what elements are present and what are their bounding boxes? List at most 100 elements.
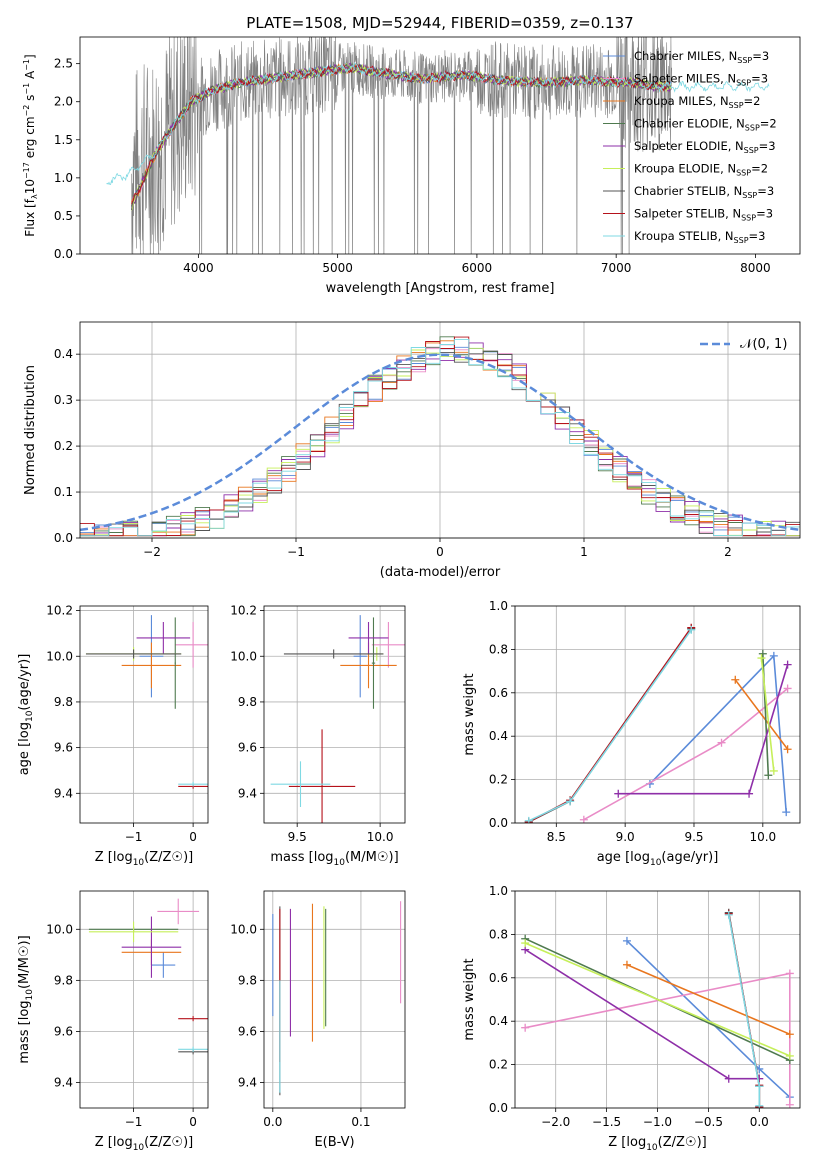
y-tick-label: 0.3 [54,393,73,407]
legend-subscript: SSP [741,214,756,223]
label-superscript: −2 [22,105,31,117]
weight-line [528,629,692,822]
label-tail: (Z/Z☉)] [144,1135,193,1150]
legend-subscript: SSP [737,56,752,65]
weight-marker [687,625,696,634]
legend-subscript: SSP [744,146,759,155]
plot-area [88,898,208,1055]
label-subscript: λ [30,194,39,199]
weight-line [524,942,791,1057]
panel-residuals: −2 −1 0 1 2 0.0 0.1 0.2 0.3 0.4 𝒩(0, 1) (data-model… [23,321,801,580]
y-tick-label: 9.4 [238,1075,257,1089]
label-subscript: 10 [646,1143,658,1153]
label-tail: (Z/Z☉)] [658,1135,707,1150]
x-tick-label: 8.5 [547,830,566,844]
legend-label: Chabrier STELIB, NSSP=3 [634,184,774,200]
weight-marker [579,815,588,823]
x-tick-label: 0.0 [750,1115,769,1129]
y-tick-label: 10.2 [230,604,257,618]
weight-line [760,658,775,771]
y-tick-label: 0.2 [489,773,508,787]
y-tick-label: 9.6 [54,1024,73,1038]
label-subscript: 10 [25,989,35,1001]
x-tick-label: 2 [724,545,732,559]
x-axis-label: (data-model)/error [380,565,501,580]
label-superscript: −1 [22,59,31,71]
plot-area [524,623,792,823]
x-tick-label: 8000 [740,261,771,275]
panel-mass-vs-EBV: 0.0 0.1 9.4 9.6 9.8 10.0 E(B-V) [230,890,406,1150]
weight-marker [717,738,726,747]
y-tick-label: 10.0 [46,922,73,936]
axes-frame [79,605,209,824]
weight-marker [785,1030,794,1039]
x-axis-label: E(B-V) [314,1135,354,1150]
weight-marker [731,675,740,684]
label-subscript: 10 [25,710,35,722]
legend-tail: =3 [757,184,774,198]
weight-marker [724,910,733,919]
label-tail: (age/yr)] [661,850,718,865]
y-tick-label: 9.6 [238,1024,257,1038]
label-subscript: 10 [133,858,145,868]
weight-marker [755,1101,764,1108]
legend-tail: =3 [756,207,773,221]
weight-marker [783,745,792,754]
y-tick-label: 0.4 [489,729,508,743]
x-tick-label: −1 [125,1115,143,1129]
plot-area [106,37,770,254]
legend-subscript: SSP [729,101,744,110]
plot-area [80,336,800,537]
legend-label: Kroupa ELODIE, NSSP=2 [634,162,768,178]
x-tick-label: 9.0 [616,830,635,844]
spectrum-data-line [131,37,672,254]
y-tick-label: 0.0 [54,247,73,261]
y-tick-label: 10.2 [46,604,73,618]
y-tick-label: 0.8 [489,642,508,656]
weight-line [734,679,789,750]
weight-marker [783,684,792,693]
x-axis-label: age [log10(age/yr)] [597,850,719,868]
x-tick-label: 7000 [601,261,632,275]
y-tick-label: 0.5 [54,209,73,223]
label-tail: 10 [23,179,37,194]
label-superscript: −1 [22,83,31,95]
legend-label: Chabrier ELODIE, NSSP=2 [634,117,777,133]
spectrum-model-line [131,62,672,211]
legend-subscript: SSP [742,191,757,200]
weight-marker [622,936,631,945]
axes-frame [263,890,406,1109]
x-axis-label: wavelength [Angstrom, rest frame] [326,281,555,296]
legend-subscript: SSP [745,124,760,133]
y-tick-label: 9.8 [54,973,73,987]
x-tick-label: 1 [580,545,588,559]
legend-label: Salpeter ELODIE, NSSP=3 [634,139,776,155]
panel-mass-vs-Z: −1 0 9.4 9.6 9.8 10.0 Z [log10(Z/Z☉)] mass [log… [17,890,209,1153]
y-tick-label: 10.0 [230,922,257,936]
y-tick-label: 2.5 [54,57,73,71]
y-axis-label: Flux [fλ10−17 erg cm−2 s−1 A−1] [22,54,39,236]
weight-marker [785,1100,794,1108]
plot-area [272,901,402,1096]
weight-marker [524,816,533,823]
weight-line [626,964,791,1035]
y-axis-label: age [log10(age/yr)] [17,654,35,776]
x-tick-label: 10.0 [749,830,776,844]
y-tick-label: 9.8 [54,695,73,709]
weight-marker [769,651,778,660]
y-tick-label: 9.6 [54,741,73,755]
plot-area [85,615,208,789]
x-tick-label: 0 [189,830,197,844]
plot-area [521,908,794,1108]
y-tick-label: 9.4 [54,786,73,800]
y-tick-label: 0.4 [489,1014,508,1028]
y-tick-label: 0.8 [489,927,508,941]
x-tick-label: −1 [125,830,143,844]
y-tick-label: 9.8 [238,973,257,987]
weight-marker [622,960,631,969]
x-tick-label: 4000 [183,261,214,275]
plot-area [270,615,405,823]
weight-marker [755,1082,764,1091]
legend-subscript: SSP [736,169,751,178]
y-tick-label: 0.0 [489,1101,508,1115]
